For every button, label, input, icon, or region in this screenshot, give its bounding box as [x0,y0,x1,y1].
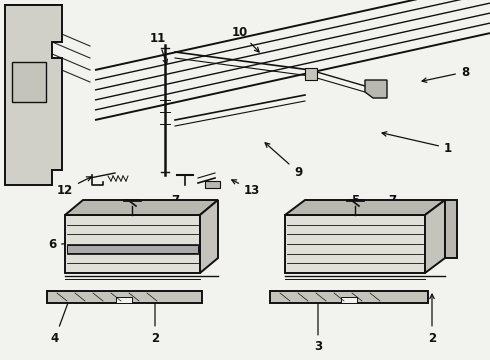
Polygon shape [65,200,218,215]
Bar [67,245,198,253]
Bar [305,68,317,80]
Text: 11: 11 [150,31,168,64]
Polygon shape [270,291,428,303]
Text: 7: 7 [149,194,179,212]
Text: 2: 2 [428,294,436,345]
Bar [116,297,132,303]
Text: 5: 5 [351,194,426,213]
Polygon shape [445,200,457,258]
Text: 13: 13 [232,180,260,197]
Text: 3: 3 [314,296,322,354]
Polygon shape [200,200,218,273]
Text: 4: 4 [51,296,71,345]
Bar [341,297,357,303]
Polygon shape [65,215,200,273]
Text: 2: 2 [151,294,159,345]
Polygon shape [365,80,387,98]
Text: 8: 8 [422,66,469,82]
Polygon shape [285,215,425,273]
Polygon shape [47,291,202,303]
Polygon shape [285,200,445,215]
Polygon shape [205,181,220,188]
Text: 12: 12 [57,177,91,197]
Text: 9: 9 [265,143,302,179]
Text: 6: 6 [48,238,78,252]
Bar [12,62,46,102]
Text: 7: 7 [372,194,396,211]
Text: 10: 10 [232,26,259,52]
Polygon shape [5,5,62,185]
Text: 1: 1 [382,132,452,154]
Polygon shape [425,200,445,273]
